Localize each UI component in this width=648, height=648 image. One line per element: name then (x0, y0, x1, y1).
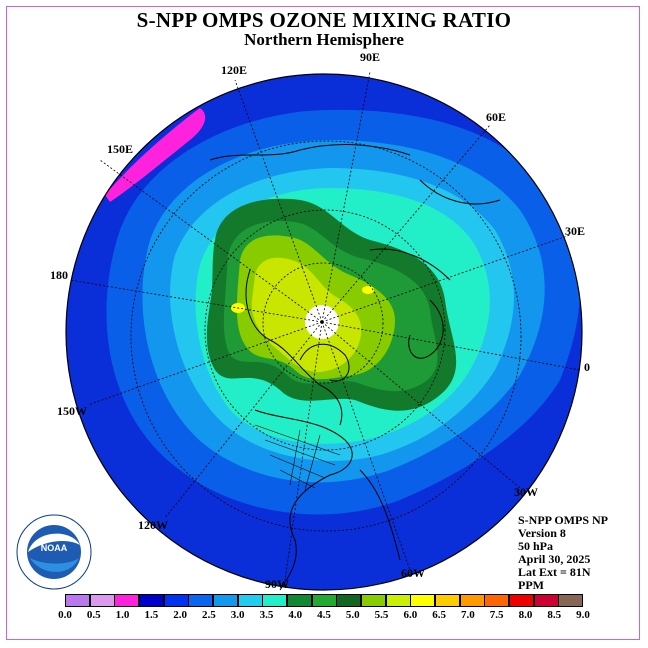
colorbar-swatch (435, 594, 461, 607)
state-boundaries (254, 424, 341, 491)
map-title: S-NPP OMPS OZONE MIXING RATIO (136, 8, 512, 32)
colorbar-tick-label: 7.0 (461, 609, 475, 621)
colorbar-swatch (213, 594, 239, 607)
graticule (69, 71, 581, 581)
info-level: 50 hPa (518, 539, 554, 553)
colorbar-tick-label: 5.5 (374, 609, 389, 621)
lon-label-150e: 150E (107, 142, 134, 156)
noaa-logo (16, 514, 92, 590)
colorbar-swatch (410, 594, 436, 607)
lon-label-30e: 30E (565, 224, 586, 238)
colorbar-swatch (484, 594, 510, 607)
colorbar-tick-label: 3.0 (230, 609, 245, 621)
info-units: PPM (518, 578, 544, 592)
lon-label-90e: 90E (360, 50, 381, 64)
colorbar-tick-label: 0.0 (58, 609, 72, 621)
colorbar-tick-label: 4.5 (317, 609, 331, 621)
colorbar-swatch (188, 594, 214, 607)
lon-label-30w: 30W (514, 485, 538, 499)
colorbar-tick-label: 6.5 (432, 609, 446, 621)
colorbar-swatch (558, 594, 584, 607)
colorbar-tick-label: 1.5 (144, 609, 159, 621)
figure-frame (6, 6, 640, 640)
colorbar-swatch (361, 594, 387, 607)
colorbar-swatch (533, 594, 559, 607)
colorbar-swatch (237, 594, 263, 607)
lon-label-90w: 90W (265, 577, 289, 591)
colorbar-swatch (65, 594, 91, 607)
colorbar-swatch (385, 594, 411, 607)
colorbar-swatch (509, 594, 535, 607)
colorbar-tick-label: 5.0 (345, 609, 360, 621)
lon-label-120e: 120E (221, 63, 248, 77)
colorbar-swatch (287, 594, 313, 607)
colorbar-tick-label: 2.0 (173, 609, 187, 621)
colorbar-swatch (336, 594, 362, 607)
ozone-band-6.0 (251, 257, 362, 372)
colorbar-tick-label: 3.5 (259, 609, 274, 621)
lon-label-60w: 60W (401, 566, 425, 580)
colorbar (65, 594, 584, 607)
info-lat-ext: Lat Ext = 81N (518, 565, 591, 579)
info-date: April 30, 2025 (518, 552, 591, 566)
ozone-band-1.0 (105, 108, 206, 202)
ozone-spot-6.5 (362, 286, 374, 294)
colorbar-swatch (459, 594, 485, 607)
colorbar-swatch (139, 594, 165, 607)
colorbar-tick-label: 8.0 (518, 609, 533, 621)
map-subtitle: Northern Hemisphere (244, 30, 404, 49)
lon-label-150w: 150W (57, 404, 87, 418)
colorbar-swatch (114, 594, 140, 607)
colorbar-tick-label: 0.5 (86, 609, 101, 621)
colorbar-swatch (163, 594, 189, 607)
colorbar-tick-label: 9.0 (576, 609, 590, 621)
colorbar-swatch (262, 594, 288, 607)
colorbar-tick-label: 6.0 (403, 609, 418, 621)
colorbar-swatch (311, 594, 337, 607)
product-info: S-NPP OMPS NP Version 8 50 hPa April 30,… (518, 514, 608, 592)
info-version: Version 8 (518, 526, 566, 540)
colorbar-tick-label: 8.5 (547, 609, 562, 621)
ozone-field (66, 74, 582, 590)
colorbar-swatch (89, 594, 115, 607)
lon-label-0: 0 (584, 360, 590, 374)
colorbar-tick-label: 1.0 (115, 609, 130, 621)
lon-label-120w: 120W (138, 518, 168, 532)
lon-label-60e: 60E (486, 110, 507, 124)
noaa-logo-text: NOAA (40, 543, 68, 553)
lon-label-180: 180 (50, 268, 68, 282)
coastlines (209, 144, 501, 591)
colorbar-tick-label: 2.5 (202, 609, 216, 621)
info-product: S-NPP OMPS NP (518, 513, 608, 527)
globe-outline (65, 73, 583, 591)
colorbar-tick-label: 7.5 (489, 609, 504, 621)
colorbar-tick-label: 4.0 (288, 609, 303, 621)
